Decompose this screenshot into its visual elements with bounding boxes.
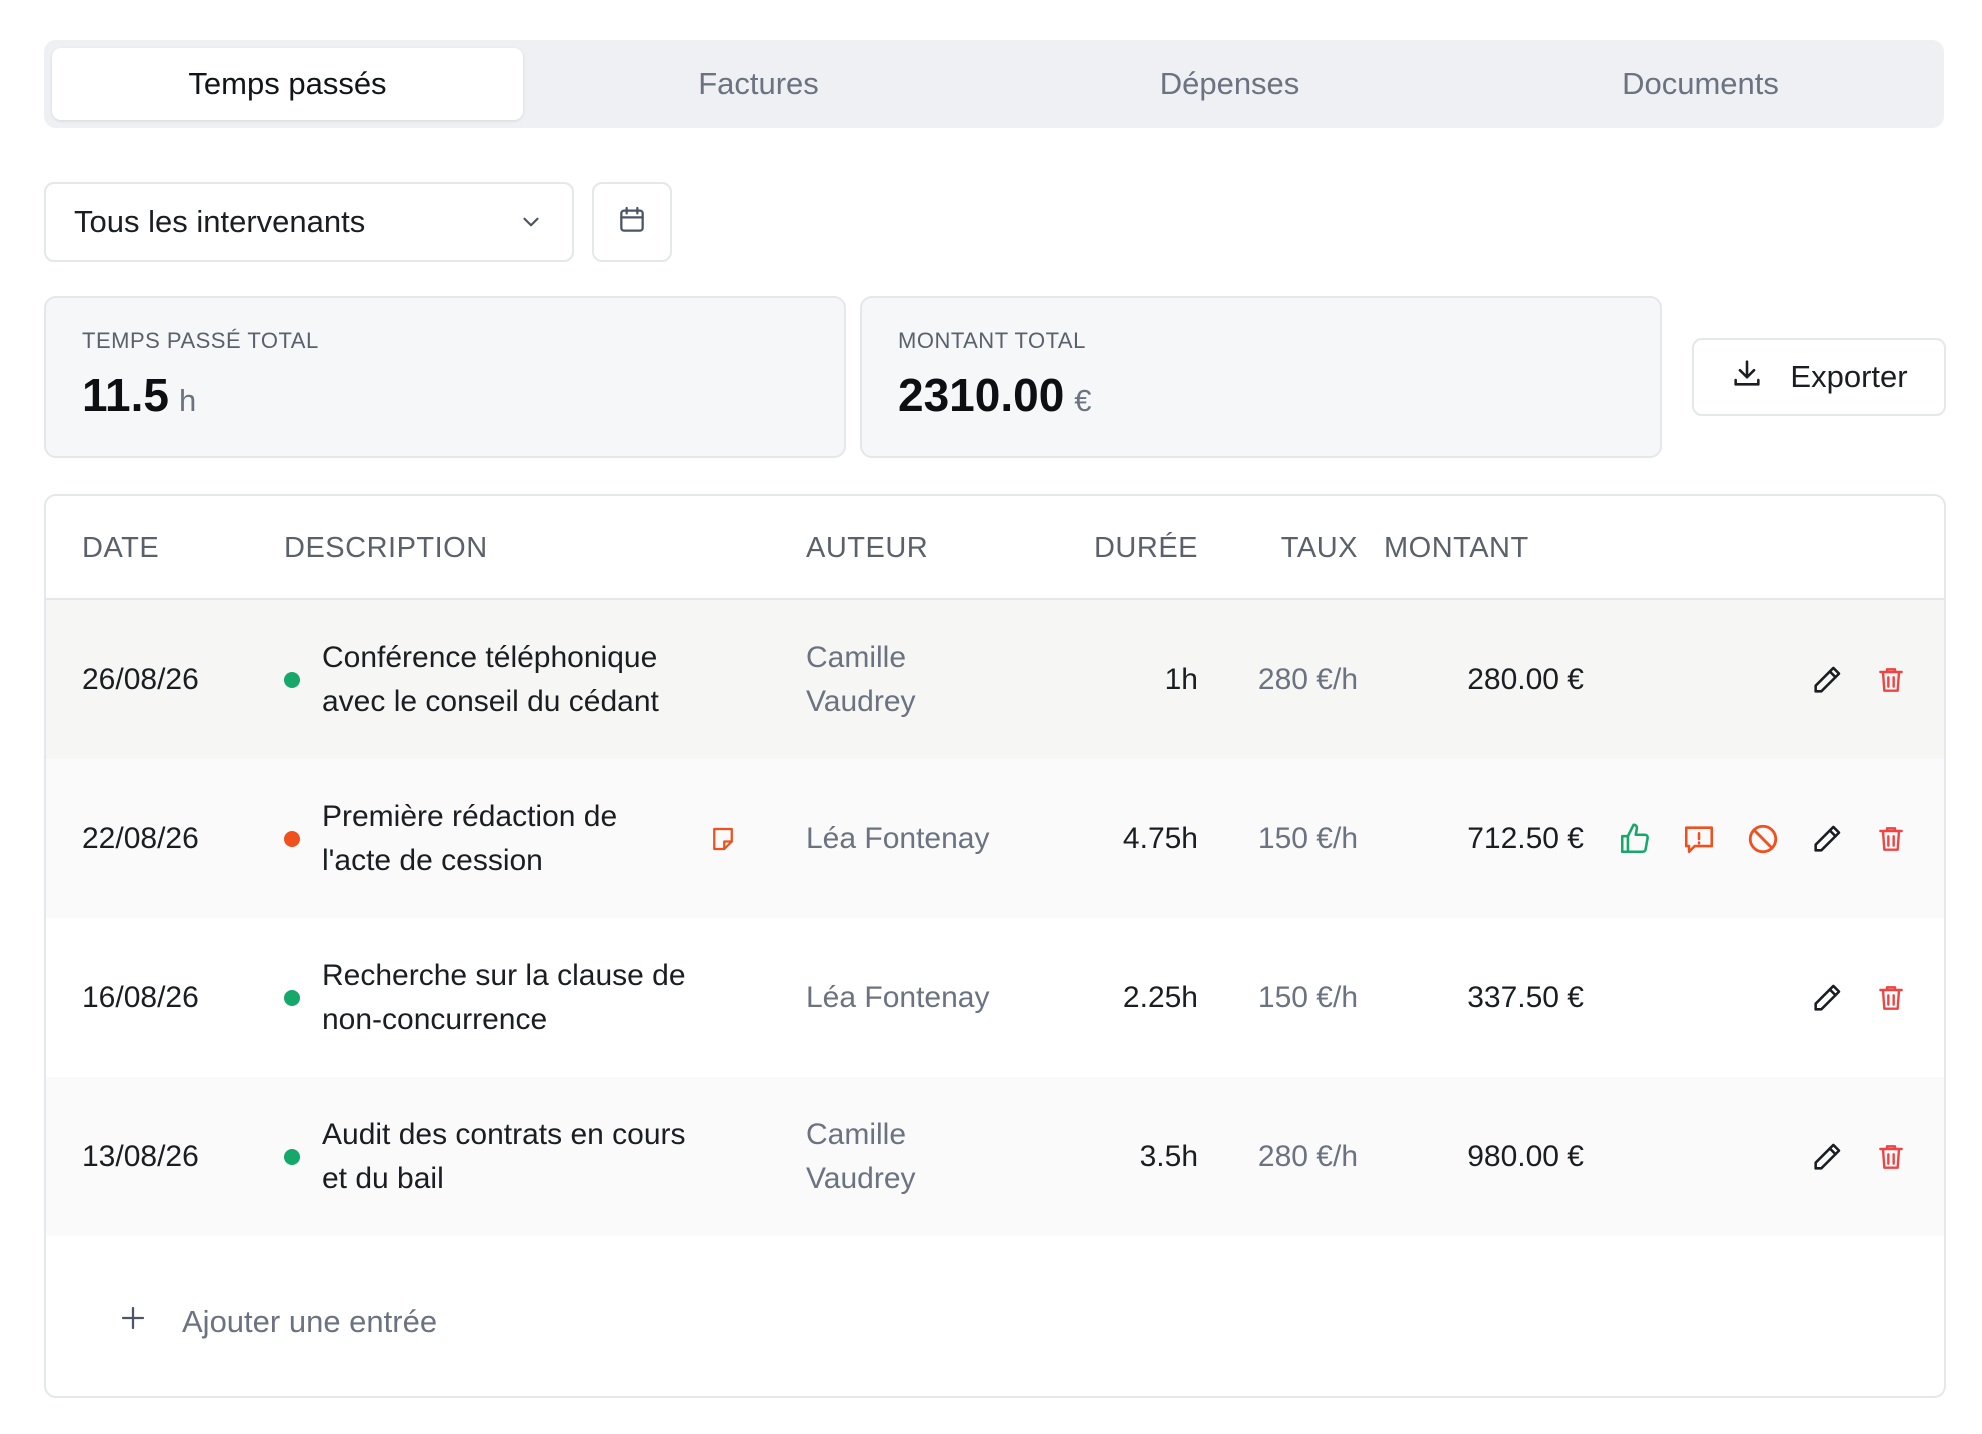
entry-amount: 980.00 € (1467, 1139, 1584, 1173)
entry-description: Audit des contrats en cours et du bail (322, 1117, 686, 1195)
header-amount[interactable]: MONTANT (1384, 531, 1529, 564)
entry-amount: 712.50 € (1467, 821, 1584, 855)
table-row[interactable]: 16/08/26 Recherche sur la clause de non-… (46, 918, 1944, 1077)
chevron-down-icon (518, 209, 544, 235)
delete-trash-icon[interactable] (1874, 1140, 1908, 1174)
thumbs-up-icon[interactable] (1618, 822, 1652, 856)
edit-pencil-icon[interactable] (1810, 981, 1844, 1015)
entry-rate: 280 €/h (1257, 1139, 1358, 1173)
status-dot-validated (284, 671, 300, 688)
entry-date: 22/08/26 (82, 821, 199, 855)
entry-description: Recherche sur la clause de non-concurren… (322, 958, 686, 1036)
entry-date: 13/08/26 (82, 1139, 199, 1173)
table-header: DATE DESCRIPTION AUTEUR DURÉE TAUX MONTA… (46, 496, 1944, 600)
reject-icon[interactable] (1746, 822, 1780, 856)
status-dot-pending (284, 830, 300, 847)
total-time-value: 11.5 (82, 369, 169, 421)
plus-icon (118, 1303, 148, 1341)
tab-depenses[interactable]: Dépenses (1159, 66, 1300, 101)
entry-author: Léa Fontenay (806, 821, 990, 855)
tab-temps-passes[interactable]: Temps passés (52, 48, 523, 120)
time-entries-table: DATE DESCRIPTION AUTEUR DURÉE TAUX MONTA… (44, 494, 1946, 1398)
add-entry-button[interactable]: Ajouter une entrée (118, 1292, 437, 1352)
calendar-icon (616, 204, 648, 241)
entry-rate: 150 €/h (1257, 980, 1358, 1014)
export-button[interactable]: Exporter (1692, 338, 1946, 416)
tab-factures[interactable]: Factures (698, 66, 819, 101)
flag-comment-icon[interactable] (1682, 822, 1716, 856)
total-time-label: TEMPS PASSÉ TOTAL (82, 328, 319, 353)
table-row[interactable]: 13/08/26 Audit des contrats en cours et … (46, 1077, 1944, 1236)
table-row[interactable]: 26/08/26 Conférence téléphonique avec le… (46, 600, 1944, 759)
download-icon (1730, 356, 1764, 398)
entry-author: Camille Vaudrey (806, 1117, 916, 1195)
entry-description: Conférence téléphonique avec le conseil … (322, 640, 659, 718)
entry-author: Léa Fontenay (806, 980, 990, 1014)
header-duration[interactable]: DURÉE (1093, 531, 1198, 564)
header-rate[interactable]: TAUX (1280, 531, 1358, 564)
total-amount-unit: € (1074, 383, 1092, 418)
entry-rate: 280 €/h (1257, 662, 1358, 696)
entry-rate: 150 €/h (1257, 821, 1358, 855)
status-dot-validated (284, 1148, 300, 1165)
total-amount-label: MONTANT TOTAL (898, 328, 1086, 353)
total-amount-card: MONTANT TOTAL 2310.00 € (860, 296, 1662, 458)
delete-trash-icon[interactable] (1874, 663, 1908, 697)
entry-duration: 1h (1164, 662, 1198, 696)
status-dot-validated (284, 989, 300, 1006)
entry-date: 16/08/26 (82, 980, 199, 1014)
table-row[interactable]: 22/08/26 Première rédaction de l'acte de… (46, 759, 1944, 918)
contributor-select-value: Tous les intervenants (74, 204, 366, 239)
entry-amount: 280.00 € (1467, 662, 1584, 696)
delete-trash-icon[interactable] (1874, 981, 1908, 1015)
entry-duration: 4.75h (1122, 821, 1198, 855)
tab-documents[interactable]: Documents (1622, 66, 1779, 101)
date-filter-button[interactable] (592, 182, 672, 262)
add-entry-label: Ajouter une entrée (182, 1304, 438, 1339)
header-author[interactable]: AUTEUR (806, 531, 929, 564)
note-icon[interactable] (706, 822, 740, 856)
total-time-unit: h (179, 383, 197, 418)
header-date[interactable]: DATE (82, 531, 160, 564)
edit-pencil-icon[interactable] (1810, 663, 1844, 697)
entry-duration: 2.25h (1122, 980, 1198, 1014)
total-time-card: TEMPS PASSÉ TOTAL 11.5 h (44, 296, 846, 458)
export-label: Exporter (1790, 359, 1908, 394)
edit-pencil-icon[interactable] (1810, 1140, 1844, 1174)
entry-author: Camille Vaudrey (806, 640, 916, 718)
tab-bar: Temps passés Factures Dépenses Documents (44, 40, 1944, 128)
entry-amount: 337.50 € (1467, 980, 1584, 1014)
entry-description: Première rédaction de l'acte de cession (322, 799, 618, 877)
total-amount-value: 2310.00 (898, 369, 1065, 421)
entry-date: 26/08/26 (82, 662, 199, 696)
edit-pencil-icon[interactable] (1810, 822, 1844, 856)
entry-duration: 3.5h (1139, 1139, 1198, 1173)
header-description[interactable]: DESCRIPTION (284, 531, 488, 564)
delete-trash-icon[interactable] (1874, 822, 1908, 856)
contributor-select[interactable]: Tous les intervenants (44, 182, 574, 262)
